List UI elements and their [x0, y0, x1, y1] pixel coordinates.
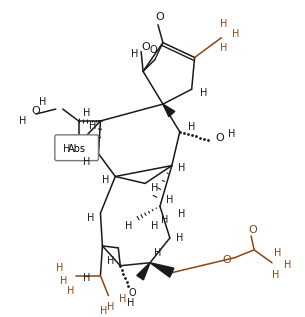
- Text: H: H: [161, 215, 169, 225]
- Text: O: O: [32, 106, 40, 116]
- Text: H: H: [83, 108, 90, 118]
- Text: Abs: Abs: [68, 144, 86, 154]
- Text: H: H: [56, 263, 63, 273]
- Text: O: O: [222, 255, 231, 265]
- Text: H: H: [178, 209, 185, 219]
- FancyBboxPatch shape: [55, 135, 99, 161]
- Text: O: O: [142, 42, 150, 52]
- Text: H: H: [151, 184, 159, 193]
- Text: H: H: [83, 273, 90, 283]
- Text: H: H: [188, 122, 195, 132]
- Text: H: H: [127, 298, 134, 308]
- Text: H: H: [87, 213, 94, 223]
- Polygon shape: [163, 104, 175, 117]
- Text: H: H: [220, 42, 227, 53]
- Text: H: H: [200, 88, 207, 98]
- Text: H: H: [284, 260, 292, 270]
- Text: H: H: [166, 195, 174, 205]
- Text: H: H: [107, 302, 114, 312]
- Text: H: H: [102, 175, 109, 185]
- Text: H: H: [20, 116, 27, 126]
- Text: H: H: [100, 306, 107, 316]
- Text: H: H: [178, 163, 185, 172]
- Text: H: H: [107, 256, 114, 266]
- Text: H: H: [67, 286, 74, 295]
- Text: O: O: [215, 133, 224, 143]
- Text: H: H: [83, 157, 90, 167]
- Text: H: H: [274, 248, 282, 258]
- Text: H: H: [151, 221, 159, 231]
- Text: H: H: [220, 19, 227, 29]
- Text: H: H: [124, 221, 132, 231]
- Text: H: H: [60, 275, 67, 286]
- Text: O: O: [249, 225, 257, 235]
- Text: H: H: [231, 29, 239, 39]
- Text: O: O: [156, 12, 164, 22]
- Text: O: O: [128, 288, 136, 299]
- Polygon shape: [150, 263, 174, 277]
- Text: H: H: [89, 121, 96, 131]
- Text: H: H: [272, 270, 280, 280]
- Text: H: H: [154, 248, 162, 258]
- Text: H: H: [39, 97, 47, 107]
- Text: H: H: [119, 294, 126, 304]
- Text: H: H: [176, 233, 183, 243]
- Text: H: H: [131, 49, 139, 59]
- Polygon shape: [137, 263, 150, 280]
- Text: H: H: [228, 129, 235, 139]
- Text: O: O: [149, 45, 157, 55]
- Text: H: H: [63, 144, 70, 154]
